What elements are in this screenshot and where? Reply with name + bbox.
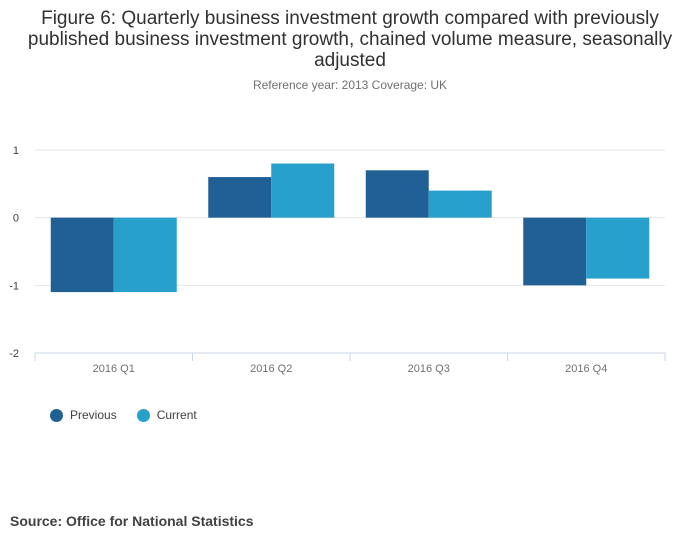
bar-current-2016-q4 — [586, 217, 650, 279]
legend-label-previous: Previous — [70, 408, 117, 422]
x-tick-label: 2016 Q4 — [565, 363, 607, 375]
bar-previous-2016-q4 — [523, 217, 587, 286]
bar-current-2016-q3 — [428, 190, 492, 218]
bar-current-2016-q1 — [113, 217, 177, 293]
y-tick-label: -1 — [9, 280, 19, 292]
bar-current-2016-q2 — [271, 163, 335, 218]
bar-previous-2016-q2 — [208, 177, 272, 218]
y-tick-label: 1 — [13, 145, 19, 157]
bar-chart: 1 0 -1 -2 2016 Q1 2016 Q2 2016 Q3 2016 Q4 — [9, 145, 666, 375]
y-tick-label: -2 — [9, 348, 19, 360]
chart-subtitle: Reference year: 2013 Coverage: UK — [252, 78, 448, 92]
legend-marker-previous — [50, 408, 63, 422]
legend-item-current[interactable]: Current — [136, 408, 197, 422]
x-tick-label: 2016 Q2 — [250, 363, 292, 375]
bar-previous-2016-q1 — [50, 217, 114, 293]
legend-label-current: Current — [156, 408, 197, 422]
x-tick-label: 2016 Q1 — [93, 363, 135, 375]
chart-title: Figure 6: Quarterly business investment … — [27, 8, 673, 71]
legend: Previous Current — [50, 408, 217, 422]
source-note: Source: Office for National Statistics — [10, 513, 254, 529]
legend-item-previous[interactable]: Previous — [50, 408, 117, 422]
legend-marker-current — [136, 408, 150, 422]
bar-previous-2016-q3 — [365, 170, 429, 218]
y-tick-label: 0 — [13, 213, 19, 225]
x-tick-label: 2016 Q3 — [408, 363, 450, 375]
